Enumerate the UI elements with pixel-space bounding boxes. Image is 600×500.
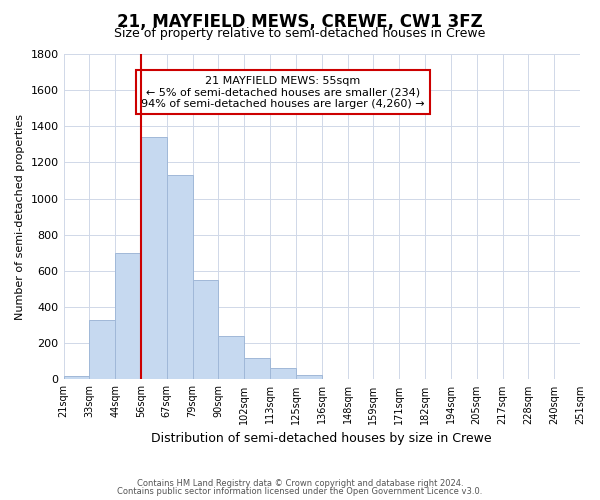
Bar [218, 336, 244, 380]
Bar [89, 320, 115, 380]
Bar [296, 375, 322, 380]
Text: 21, MAYFIELD MEWS, CREWE, CW1 3FZ: 21, MAYFIELD MEWS, CREWE, CW1 3FZ [117, 12, 483, 30]
Bar [115, 253, 141, 380]
Text: Size of property relative to semi-detached houses in Crewe: Size of property relative to semi-detach… [115, 28, 485, 40]
Bar [270, 368, 296, 380]
Text: Contains public sector information licensed under the Open Government Licence v3: Contains public sector information licen… [118, 487, 482, 496]
Text: 21 MAYFIELD MEWS: 55sqm
← 5% of semi-detached houses are smaller (234)
94% of se: 21 MAYFIELD MEWS: 55sqm ← 5% of semi-det… [141, 76, 425, 109]
Y-axis label: Number of semi-detached properties: Number of semi-detached properties [15, 114, 25, 320]
Bar [64, 376, 89, 380]
Bar [322, 378, 347, 380]
Bar [244, 358, 270, 380]
Bar [141, 137, 167, 380]
Bar [167, 175, 193, 380]
Text: Contains HM Land Registry data © Crown copyright and database right 2024.: Contains HM Land Registry data © Crown c… [137, 478, 463, 488]
Bar [193, 280, 218, 380]
X-axis label: Distribution of semi-detached houses by size in Crewe: Distribution of semi-detached houses by … [151, 432, 492, 445]
